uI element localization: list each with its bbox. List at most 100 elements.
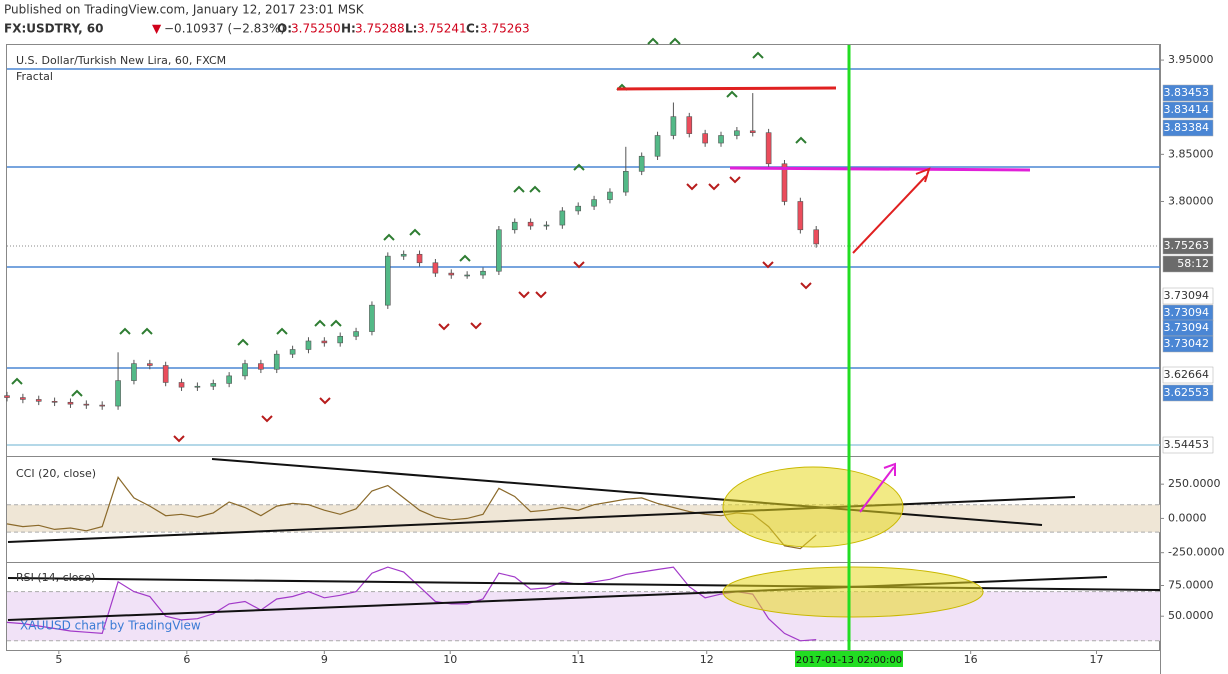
ohlc-value: 3.75263 bbox=[480, 22, 530, 36]
price-badge bbox=[1162, 384, 1214, 402]
candle-body bbox=[35, 399, 42, 402]
price-badge-label: 3.73094 bbox=[1164, 306, 1210, 319]
y-tick-label: 3.85000 bbox=[1168, 147, 1214, 160]
candle-body bbox=[432, 262, 439, 274]
band bbox=[7, 591, 1160, 641]
y-tick-label: 50.0000 bbox=[1168, 609, 1214, 622]
ohlc-key: O: bbox=[277, 22, 292, 36]
candle-body bbox=[162, 365, 169, 383]
symbol: FX:USDTRY, 60 bbox=[4, 22, 104, 36]
y-tick-label: 250.0000 bbox=[1168, 477, 1221, 490]
candle-body bbox=[115, 380, 121, 407]
candle-body bbox=[67, 401, 74, 405]
price-badge-label: 3.62664 bbox=[1164, 368, 1210, 381]
y-tick-label: 0.0000 bbox=[1168, 511, 1207, 524]
candle-body bbox=[131, 363, 137, 381]
price-badge-label: 3.62553 bbox=[1164, 386, 1210, 399]
cursor-label: 2017-01-13 02:00:00 bbox=[796, 655, 902, 666]
candle-body bbox=[591, 199, 597, 207]
ohlc-key: C: bbox=[466, 22, 480, 36]
y-tick-label: 3.95000 bbox=[1168, 53, 1214, 66]
x-tick-label: 10 bbox=[443, 653, 457, 666]
candle-body bbox=[765, 132, 772, 165]
candle-body bbox=[670, 116, 677, 136]
indicator-line bbox=[6, 476, 817, 550]
candle-body bbox=[178, 382, 185, 388]
candle-body bbox=[147, 363, 153, 366]
level-lines bbox=[7, 68, 1160, 446]
candle-body bbox=[496, 229, 502, 272]
x-tick-label: 16 bbox=[964, 653, 978, 666]
candle-body bbox=[813, 229, 820, 245]
candle-body bbox=[575, 205, 582, 212]
candle-body bbox=[638, 155, 645, 172]
price-badge bbox=[1162, 366, 1214, 384]
change: −0.10937 (−2.83%) bbox=[164, 22, 285, 36]
price-badge bbox=[1162, 101, 1214, 119]
x-tick-label: 12 bbox=[700, 653, 714, 666]
candle-body bbox=[448, 272, 455, 276]
candle-body bbox=[194, 385, 201, 388]
price-badge bbox=[1162, 335, 1214, 353]
price-badge bbox=[1162, 84, 1214, 102]
x-tick-label: 6 bbox=[183, 653, 190, 666]
candle-body bbox=[623, 171, 629, 193]
ohlc-key: L: bbox=[405, 22, 417, 36]
candle-body bbox=[543, 224, 550, 227]
candle-body bbox=[20, 397, 26, 400]
candle-body bbox=[527, 221, 534, 227]
candle-body bbox=[654, 135, 661, 157]
candle-body bbox=[511, 221, 518, 231]
price-badge-label: 3.54453 bbox=[1164, 438, 1210, 451]
candle-body bbox=[258, 363, 264, 370]
candle-body bbox=[734, 130, 740, 136]
x-tick-label: 9 bbox=[321, 653, 328, 666]
ohlc-value: 3.75288 bbox=[355, 22, 405, 36]
x-tick-label: 17 bbox=[1090, 653, 1104, 666]
candle-body bbox=[273, 353, 280, 370]
candle-body bbox=[607, 191, 613, 200]
chart-title: U.S. Dollar/Turkish New Lira, 60, FXCM bbox=[16, 54, 226, 67]
candle-body bbox=[400, 253, 407, 257]
x-tick-label: 11 bbox=[571, 653, 585, 666]
ohlc-value: 3.75241 bbox=[417, 22, 467, 36]
price-badge-label: 58:12 bbox=[1177, 257, 1209, 270]
bands bbox=[7, 504, 1160, 642]
candle-body bbox=[4, 395, 10, 398]
x-tick-label: 5 bbox=[55, 653, 62, 666]
plot bbox=[4, 93, 820, 642]
candle-body bbox=[559, 210, 566, 226]
candle-body bbox=[781, 163, 788, 202]
price-badges: 3.83453 3.83414 3.83384 3.75263 58:12 3.73094… bbox=[1162, 84, 1214, 454]
candle-body bbox=[337, 335, 344, 344]
price-badge-label: 3.83414 bbox=[1164, 103, 1210, 116]
ohlc-key: H: bbox=[341, 22, 356, 36]
price-badge-label: 3.73094 bbox=[1164, 321, 1210, 334]
candle-body bbox=[797, 201, 804, 231]
y-tick-label: 75.0000 bbox=[1168, 578, 1214, 591]
cci-title: CCI (20, close) bbox=[16, 467, 96, 480]
candle-body bbox=[353, 331, 359, 337]
candle-body bbox=[718, 135, 724, 144]
y-tick-label: -250.0000 bbox=[1168, 546, 1224, 559]
price-badge bbox=[1162, 119, 1214, 137]
price-badge bbox=[1162, 255, 1214, 273]
y-tick-label: 3.80000 bbox=[1168, 194, 1214, 207]
indicator-label: Fractal bbox=[16, 70, 53, 83]
candle-body bbox=[416, 253, 423, 264]
published: Published on TradingView.com, January 12… bbox=[4, 3, 365, 17]
candle-body bbox=[385, 255, 391, 306]
indicator-line bbox=[6, 566, 817, 642]
price-badge-label: 3.73094 bbox=[1164, 289, 1210, 302]
candle-body bbox=[226, 375, 232, 384]
frame bbox=[6, 44, 1161, 674]
price-badge bbox=[1162, 237, 1214, 255]
candle-body bbox=[99, 404, 106, 407]
price-badge bbox=[1162, 287, 1214, 305]
cursor-label-bg bbox=[795, 651, 904, 667]
price-badge-label: 3.75263 bbox=[1164, 239, 1210, 252]
price-badge-label: 3.83384 bbox=[1164, 121, 1210, 134]
